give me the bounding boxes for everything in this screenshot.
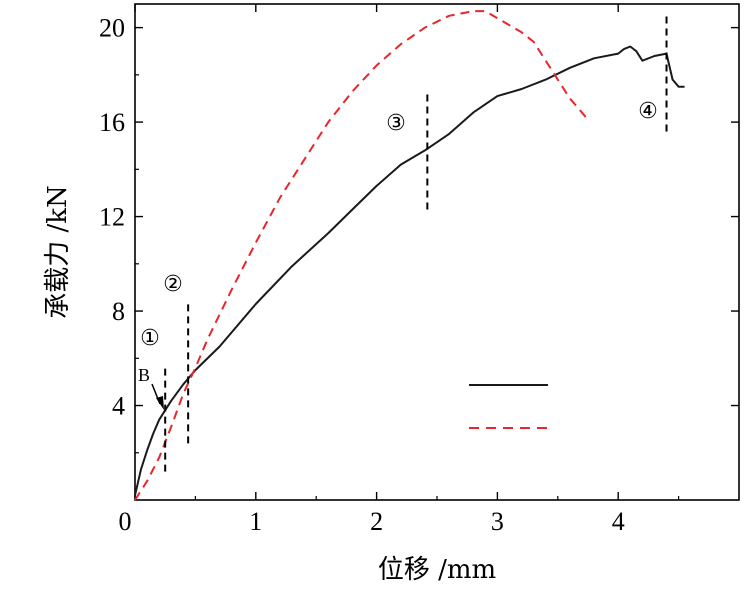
origin-label: 0 <box>119 507 132 536</box>
x-tick-label: 2 <box>370 507 383 536</box>
series-line-2 <box>134 10 589 501</box>
stage-label-1: ① <box>140 326 160 351</box>
y-tick-label: 20 <box>99 14 125 43</box>
tick-marks: 01234481216200 <box>99 4 739 536</box>
legend <box>469 384 548 429</box>
series-layer <box>134 10 685 501</box>
x-axis-label: 位移 /mm <box>378 555 496 585</box>
plot-frame <box>134 3 740 501</box>
y-tick-label: 16 <box>99 108 125 137</box>
y-tick-label: 4 <box>112 392 125 421</box>
x-tick-label: 4 <box>612 507 625 536</box>
x-tick-label: 3 <box>491 507 504 536</box>
point-b-label: B <box>138 365 150 385</box>
annotation-layer: ① ② ③ ④ B <box>138 13 668 472</box>
y-axis-label: 承载力 /kN <box>43 185 73 319</box>
x-tick-label: 1 <box>249 507 262 536</box>
stage-label-2: ② <box>163 272 183 297</box>
y-tick-label: 8 <box>112 297 125 326</box>
point-b-arrow-head <box>156 396 164 410</box>
y-tick-label: 12 <box>99 203 125 232</box>
stage-label-3: ③ <box>386 111 406 136</box>
axes-frame <box>134 3 740 501</box>
series-line-1 <box>134 45 685 496</box>
stage-label-4: ④ <box>638 99 658 124</box>
